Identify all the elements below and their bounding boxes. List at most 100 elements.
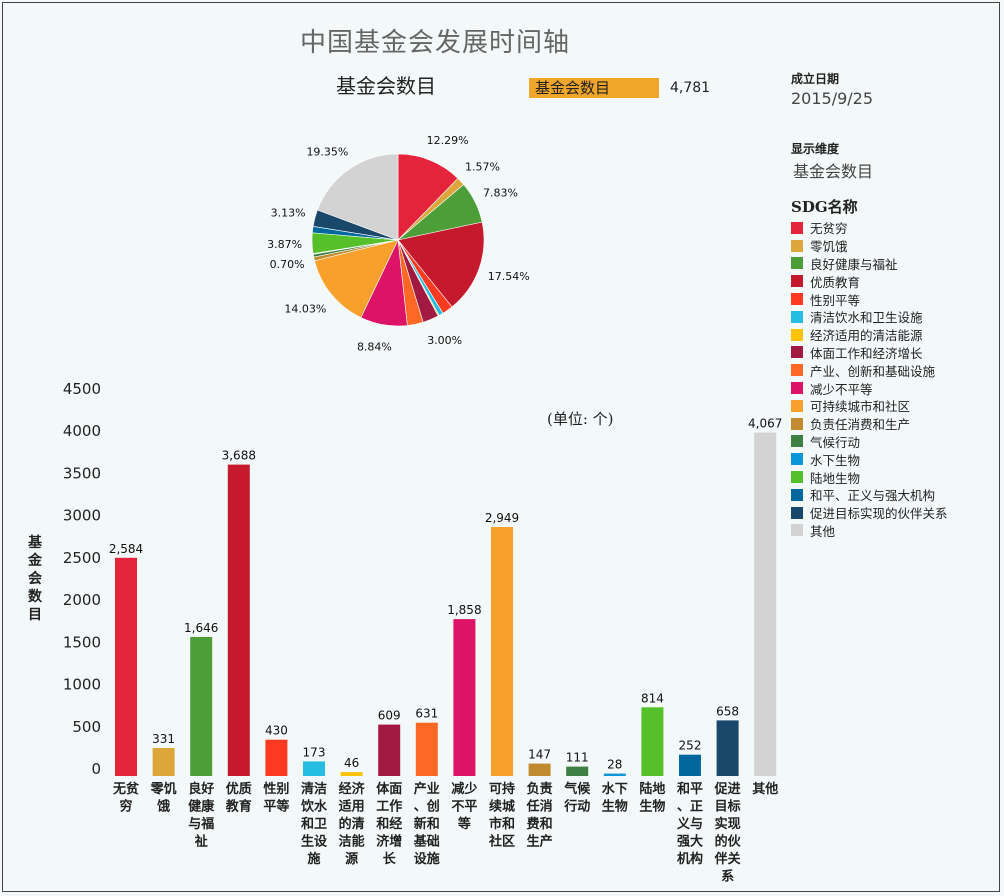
legend-item[interactable]: 其他 (791, 522, 948, 540)
x-tick-label: 与福 (188, 816, 214, 832)
bar[interactable] (415, 722, 438, 776)
x-tick-label: 和卫 (301, 816, 327, 832)
bar-value-label: 252 (679, 739, 702, 753)
x-tick-label: 生产 (527, 834, 553, 850)
y-axis-label: 基金会数目 (28, 535, 42, 623)
x-tick-label: 饿 (156, 799, 170, 815)
legend-item[interactable]: 促进目标实现的伙伴关系 (791, 504, 948, 522)
bar[interactable] (491, 527, 513, 776)
legend-label: 促进目标实现的伙伴关系 (810, 506, 948, 522)
legend-swatch (791, 257, 803, 270)
y-tick-label: 4000 (63, 422, 101, 440)
x-tick-label: 生物 (639, 799, 665, 815)
x-tick-label: 优质 (226, 781, 252, 797)
x-tick-label: 体面 (376, 781, 402, 797)
bar[interactable] (716, 720, 739, 776)
bar[interactable] (679, 754, 701, 776)
bar[interactable] (566, 766, 589, 776)
legend-label: 无贫穷 (810, 221, 848, 237)
legend-swatch (791, 221, 803, 234)
legend-item[interactable]: 优质教育 (791, 272, 948, 290)
bar-value-label: 2,949 (485, 511, 519, 525)
legend-item[interactable]: 可持续城市和社区 (791, 397, 948, 415)
legend-item[interactable]: 和平、正义与强大机构 (791, 486, 948, 504)
legend-label: 减少不平等 (810, 381, 873, 397)
legend-item[interactable]: 性别平等 (791, 290, 948, 308)
x-tick-label: 生设 (301, 834, 328, 850)
legend-swatch (791, 346, 803, 359)
dimension-filter-value[interactable]: 基金会数目 (793, 162, 874, 181)
legend-label: 其他 (810, 523, 836, 539)
bar[interactable] (603, 773, 626, 776)
x-tick-label: 良好 (188, 781, 214, 797)
x-tick-label: 穷 (119, 799, 132, 815)
bar[interactable] (641, 707, 664, 776)
x-tick-label: 平等 (263, 799, 289, 815)
legend-label: 和平、正义与强大机构 (810, 488, 936, 504)
legend-swatch (791, 471, 803, 484)
x-tick-label: 生物 (602, 799, 628, 815)
legend-label: 零饥饿 (810, 239, 848, 255)
bar-value-label: 173 (303, 745, 326, 759)
legend-item[interactable]: 无贫穷 (791, 219, 948, 237)
bar-value-label: 4,067 (748, 417, 782, 431)
date-filter-value[interactable]: 2015/9/25 (791, 89, 874, 108)
x-tick-label: 源 (345, 851, 358, 867)
x-tick-label: 水下 (602, 781, 628, 797)
y-tick-label: 4500 (63, 380, 101, 398)
legend-swatch (791, 293, 803, 306)
legend-item[interactable]: 体面工作和经济增长 (791, 344, 948, 362)
x-tick-label: 等 (457, 816, 471, 832)
x-tick-label: 、正 (677, 800, 703, 815)
x-tick-label: 可持 (489, 781, 515, 797)
legend-item[interactable]: 经济适用的清洁能源 (791, 326, 948, 344)
legend-item[interactable]: 清洁饮水和卫生设施 (791, 308, 948, 326)
x-tick-label: 和经 (376, 816, 402, 832)
bar-value-label: 2,584 (109, 542, 143, 556)
legend-label: 可持续城市和社区 (810, 399, 911, 415)
bar[interactable] (754, 432, 777, 776)
x-tick-label: 经济 (339, 781, 366, 797)
x-tick-label: 的清 (339, 816, 365, 832)
x-tick-label: 和平 (677, 781, 703, 797)
bar[interactable] (227, 464, 250, 776)
pie-chart-title: 基金会数目 (336, 74, 436, 98)
bar[interactable] (378, 724, 401, 776)
y-tick-label: 3500 (63, 464, 101, 482)
legend-label: 优质教育 (810, 274, 861, 290)
bar-value-label: 814 (641, 691, 664, 705)
legend-item[interactable]: 负责任消费和生产 (791, 415, 948, 433)
legend-item[interactable]: 陆地生物 (791, 468, 948, 486)
x-tick-label: 性别 (263, 781, 289, 797)
bar[interactable] (453, 619, 476, 776)
legend-swatch (791, 488, 803, 501)
measure-total: 4,781 (670, 80, 711, 96)
y-tick-label: 0 (91, 760, 101, 778)
legend-label: 清洁饮水和卫生设施 (810, 310, 923, 326)
bar[interactable] (152, 748, 175, 776)
legend-item[interactable]: 零饥饿 (791, 237, 948, 255)
legend-item[interactable]: 水下生物 (791, 450, 948, 468)
bar-value-label: 430 (265, 724, 288, 738)
y-tick-label: 3000 (63, 507, 101, 525)
legend-item[interactable]: 产业、创新和基础设施 (791, 361, 948, 379)
bar[interactable] (265, 739, 288, 776)
bar-value-label: 46 (344, 756, 359, 770)
bar[interactable] (190, 637, 213, 776)
x-tick-label: 费和 (527, 816, 553, 832)
legend-title: SDG名称 (791, 198, 858, 216)
legend-label: 负责任消费和生产 (810, 417, 911, 433)
legend-item[interactable]: 气候行动 (791, 433, 948, 451)
bar[interactable] (303, 761, 325, 776)
legend-item[interactable]: 减少不平等 (791, 379, 948, 397)
legend-item[interactable]: 良好健康与福祉 (791, 255, 948, 273)
x-tick-label: 强大 (677, 834, 703, 850)
bar[interactable] (340, 772, 363, 776)
x-tick-label: 义与 (677, 816, 703, 832)
bar-value-label: 28 (607, 758, 622, 772)
legend-label: 水下生物 (810, 452, 861, 468)
bar[interactable] (115, 557, 137, 776)
x-tick-label: 社区 (488, 834, 515, 850)
bar[interactable] (528, 763, 551, 776)
x-tick-label: 不平 (451, 800, 477, 815)
